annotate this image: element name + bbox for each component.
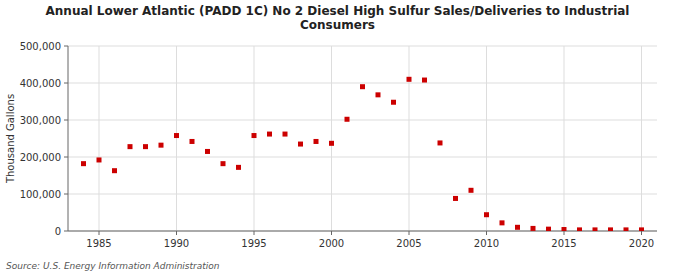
point	[298, 142, 303, 147]
x-tick-label: 1985	[86, 238, 111, 249]
title: Annual Lower Atlantic (PADD 1C) No 2 Die…	[46, 4, 630, 32]
point	[283, 132, 288, 137]
point	[500, 220, 505, 225]
x-tick-label: 2010	[474, 238, 499, 249]
point	[484, 212, 489, 217]
point	[639, 227, 644, 231]
y-tick	[64, 83, 68, 84]
y-grid-line	[68, 46, 657, 47]
x-tick	[641, 231, 642, 235]
point	[422, 78, 427, 83]
y-tick	[64, 231, 68, 232]
y-tick-label: 300,000	[20, 115, 61, 126]
y-axis-line	[68, 46, 69, 231]
point	[438, 140, 443, 145]
point	[407, 77, 412, 82]
y-tick-label: 200,000	[20, 152, 61, 163]
y-grid-line	[68, 83, 657, 84]
y-tick-label: 100,000	[20, 189, 61, 200]
y-tick-label: 400,000	[20, 78, 61, 89]
x-grid-line	[99, 46, 100, 231]
x-tick	[176, 231, 177, 235]
x-axis-line	[68, 231, 657, 232]
x-tick	[409, 231, 410, 235]
y-tick-label: 0	[55, 226, 61, 237]
x-grid-line	[641, 46, 642, 231]
x-tick-label: 2000	[319, 238, 344, 249]
point	[515, 225, 520, 230]
point	[376, 92, 381, 97]
point	[252, 133, 257, 138]
point	[267, 132, 272, 137]
y-grid-line	[68, 157, 657, 158]
point	[577, 227, 582, 231]
chart: Annual Lower Atlantic (PADD 1C) No 2 Die…	[0, 0, 675, 275]
point	[593, 227, 598, 231]
point	[128, 144, 133, 149]
y-grid-line	[68, 120, 657, 121]
x-tick	[254, 231, 255, 235]
point	[624, 227, 629, 231]
point	[97, 157, 102, 162]
point	[159, 143, 164, 148]
y-tick	[64, 194, 68, 195]
point	[531, 226, 536, 231]
x-tick-label: 2020	[629, 238, 654, 249]
y-tick-label: 500,000	[20, 41, 61, 52]
point	[190, 139, 195, 144]
title-line: Consumers	[300, 18, 375, 32]
point	[391, 100, 396, 105]
point	[360, 84, 365, 89]
point	[345, 117, 350, 122]
y-tick	[64, 120, 68, 121]
point	[81, 161, 86, 166]
point	[143, 144, 148, 149]
x-grid-line	[564, 46, 565, 231]
x-tick-label: 2005	[396, 238, 421, 249]
y-grid-line	[68, 231, 657, 232]
points	[81, 77, 644, 231]
x-grid-line	[409, 46, 410, 231]
point	[329, 141, 334, 146]
x-tick-label: 1990	[164, 238, 189, 249]
x-tick	[564, 231, 565, 235]
point	[608, 227, 613, 231]
x-tick	[331, 231, 332, 235]
title-line: Annual Lower Atlantic (PADD 1C) No 2 Die…	[46, 4, 630, 18]
point	[174, 133, 179, 138]
point	[453, 196, 458, 201]
x-grid-line	[176, 46, 177, 231]
source: Source: U.S. Energy Information Administ…	[6, 261, 220, 271]
axes: 0 100,000 200,000 300,000 400,000 500,000 1985…	[20, 41, 657, 249]
x-grid-line	[254, 46, 255, 231]
point	[221, 161, 226, 166]
point	[205, 149, 210, 154]
grid	[68, 46, 657, 231]
point	[469, 188, 474, 193]
x-tick	[486, 231, 487, 235]
x-tick-label: 1995	[241, 238, 266, 249]
x-tick-label: 2015	[551, 238, 576, 249]
point	[314, 139, 319, 144]
y-tick	[64, 157, 68, 158]
x-grid-line	[331, 46, 332, 231]
point	[236, 165, 241, 170]
y-tick	[64, 46, 68, 47]
point	[546, 227, 551, 231]
x-grid-line	[486, 46, 487, 231]
background	[0, 0, 675, 275]
point	[112, 168, 117, 173]
page: {"chart_data": {"type": "scatter", "titl…	[0, 0, 675, 275]
x-tick	[99, 231, 100, 235]
point	[562, 227, 567, 231]
y-axis-label: Thousand Gallons	[5, 94, 16, 184]
y-grid-line	[68, 194, 657, 195]
